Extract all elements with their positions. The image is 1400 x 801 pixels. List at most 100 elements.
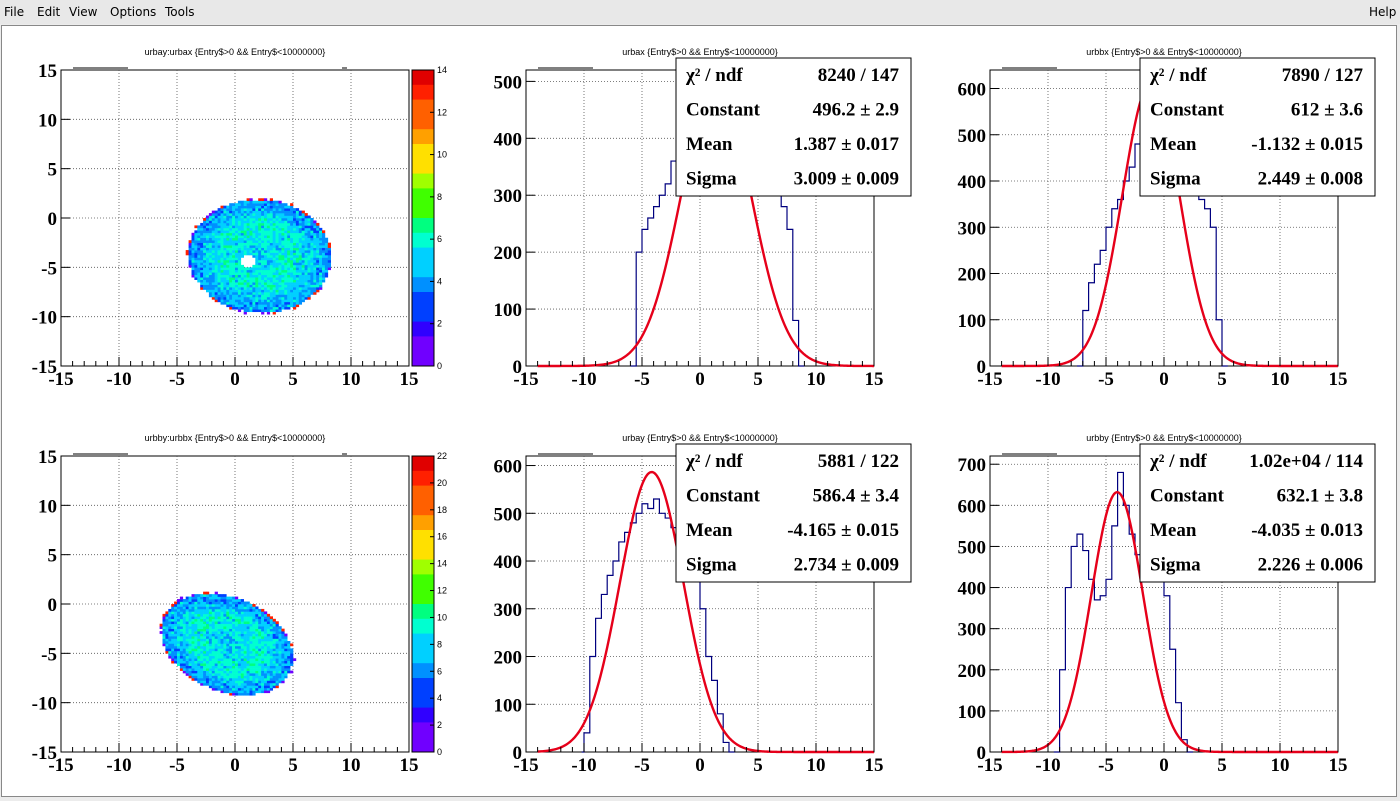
palette-tick-label: 8 [437, 192, 442, 202]
pad-2[interactable]: -15 -10 -5 0 5 10 15 500 400 300 200 100 0 urbax {Ent… [494, 44, 912, 390]
x-tick-label: 0 [1159, 755, 1169, 776]
stats-box[interactable]: χ² / ndf 7890 / 127 Constant 612 ± 3.6 Mean -… [1139, 57, 1376, 197]
menu-tools[interactable]: Tools [165, 5, 195, 19]
menu-edit[interactable]: Edit [37, 5, 61, 19]
palette-cell [412, 218, 434, 234]
x-tick-label: 5 [1217, 755, 1227, 776]
x-tick-label: 10 [807, 755, 826, 776]
y-tick-label: 200 [494, 243, 523, 264]
menu-file[interactable]: File [4, 5, 25, 19]
palette-cell [412, 515, 434, 531]
y-tick-label: 400 [958, 172, 987, 193]
palette-tick-label: 2 [437, 319, 442, 329]
y-tick-label: 100 [494, 300, 523, 321]
x-tick-label: -10 [106, 369, 131, 390]
y-tick-label: 500 [494, 504, 523, 525]
plot-title: urbax {Entry$>0 && Entry$<10000000} [622, 47, 778, 57]
y-tick-label: 500 [958, 537, 987, 558]
x-tick-label: 10 [1271, 755, 1290, 776]
stats-value: 612 ± 3.6 [1291, 100, 1363, 121]
x-tick-label: 10 [342, 369, 361, 390]
x-tick-label: 0 [695, 369, 705, 390]
y-tick-label: 0 [48, 209, 58, 230]
title-box [589, 430, 811, 444]
stats-value: 1.02e+04 / 114 [1249, 451, 1363, 472]
palette-cell [412, 144, 434, 160]
palette-cell [412, 70, 434, 86]
x-tick-label: -5 [169, 755, 185, 776]
stats-value: 8240 / 147 [818, 65, 900, 86]
stats-label: χ² / ndf [685, 65, 743, 86]
x-tick-label: 15 [400, 369, 419, 390]
palette-cell [412, 129, 434, 145]
y-tick-label: -5 [41, 258, 57, 279]
pad-5[interactable]: -15 -10 -5 0 5 10 15 600 500 400 300 200 100 0 urbay {… [494, 430, 912, 776]
stats-label: Mean [686, 134, 733, 155]
title-box [1053, 44, 1275, 58]
stats-value: 1.387 ± 0.017 [794, 134, 900, 155]
pad-1[interactable]: 14 12 10 8 6 4 2 0 -15 -10 -5 0 5 10 15 15 10 5 0 -5 -10 -15 u… [32, 44, 447, 390]
y-tick-label: -10 [32, 694, 57, 715]
stats-value: 3.009 ± 0.009 [794, 169, 899, 190]
axes [60, 69, 410, 367]
palette-cell [412, 321, 434, 337]
y-tick-label: 300 [494, 186, 523, 207]
stats-frame [1139, 57, 1376, 197]
x-tick-label: 0 [230, 369, 240, 390]
palette-cell [412, 277, 434, 293]
palette-frame [411, 69, 435, 367]
stats-box[interactable]: χ² / ndf 5881 / 122 Constant 586.4 ± 3.4 Mea… [675, 443, 912, 583]
color-palette: 14 12 10 8 6 4 2 0 [411, 65, 447, 371]
palette-cell [412, 336, 434, 352]
stats-value: 7890 / 127 [1282, 65, 1364, 86]
palette-tick-label: 0 [437, 361, 442, 371]
palette-cell [412, 99, 434, 115]
palette-cell [412, 604, 434, 620]
stats-value: 5881 / 122 [818, 451, 899, 472]
pad-3[interactable]: -15 -10 -5 0 5 10 15 600 500 400 300 200 100 0 urbbx {… [958, 44, 1376, 390]
palette-cell [412, 648, 434, 664]
x-tick-label: 0 [695, 755, 705, 776]
plot-title: urbby:urbbx {Entry$>0 && Entry$<10000000… [145, 433, 326, 443]
stats-box[interactable]: χ² / ndf 8240 / 147 Constant 496.2 ± 2.9 Mea… [675, 57, 912, 197]
stats-label: Sigma [1150, 555, 1201, 576]
title-box [124, 44, 346, 58]
y-tick-label: 400 [494, 129, 523, 150]
stats-label: χ² / ndf [685, 451, 743, 472]
x-tick-label: -15 [513, 369, 538, 390]
stats-label: Mean [1150, 134, 1197, 155]
plot-title: urbay:urbax {Entry$>0 && Entry$<10000000… [145, 47, 326, 57]
stats-box[interactable]: χ² / ndf 1.02e+04 / 114 Constant 632.1 ± 3.… [1139, 443, 1376, 583]
palette-cell [412, 203, 434, 219]
menu-options[interactable]: Options [110, 5, 157, 19]
palette-cell [412, 456, 434, 472]
stats-label: Mean [686, 520, 733, 541]
palette-tick-label: 12 [437, 107, 447, 117]
palette-cell [412, 618, 434, 635]
x-tick-label: 10 [342, 755, 361, 776]
stats-label: χ² / ndf [1149, 451, 1207, 472]
menu-help[interactable]: Help [1369, 5, 1397, 19]
root-canvas[interactable]: 14 12 10 8 6 4 2 0 -15 -10 -5 0 5 10 15 15 10 5 0 -5 -10 -15 u… [1, 25, 1397, 797]
palette-cell [412, 500, 434, 516]
y-tick-label: 100 [958, 702, 987, 723]
palette-tick-label: 22 [437, 451, 447, 461]
x-tick-label: -15 [48, 755, 73, 776]
palette-tick-label: 2 [437, 720, 442, 730]
y-tick-label: 5 [48, 160, 58, 181]
y-tick-label: -15 [32, 743, 57, 764]
y-tick-label: 0 [48, 595, 58, 616]
palette-cell [412, 84, 434, 101]
menu-view[interactable]: View [69, 5, 98, 19]
stats-label: Sigma [1150, 169, 1201, 190]
stats-value: -1.132 ± 0.015 [1251, 134, 1363, 155]
palette-cell [412, 530, 434, 546]
palette-tick-label: 12 [437, 586, 447, 596]
pad-6[interactable]: -15 -10 -5 0 5 10 15 700 600 500 400 300 200 100 0 urbb… [958, 430, 1376, 776]
y-tick-label: -10 [32, 308, 57, 329]
plot-title: urbay {Entry$>0 && Entry$<10000000} [622, 433, 778, 443]
palette-tick-label: 4 [437, 693, 442, 703]
y-tick-label: 200 [958, 661, 987, 682]
